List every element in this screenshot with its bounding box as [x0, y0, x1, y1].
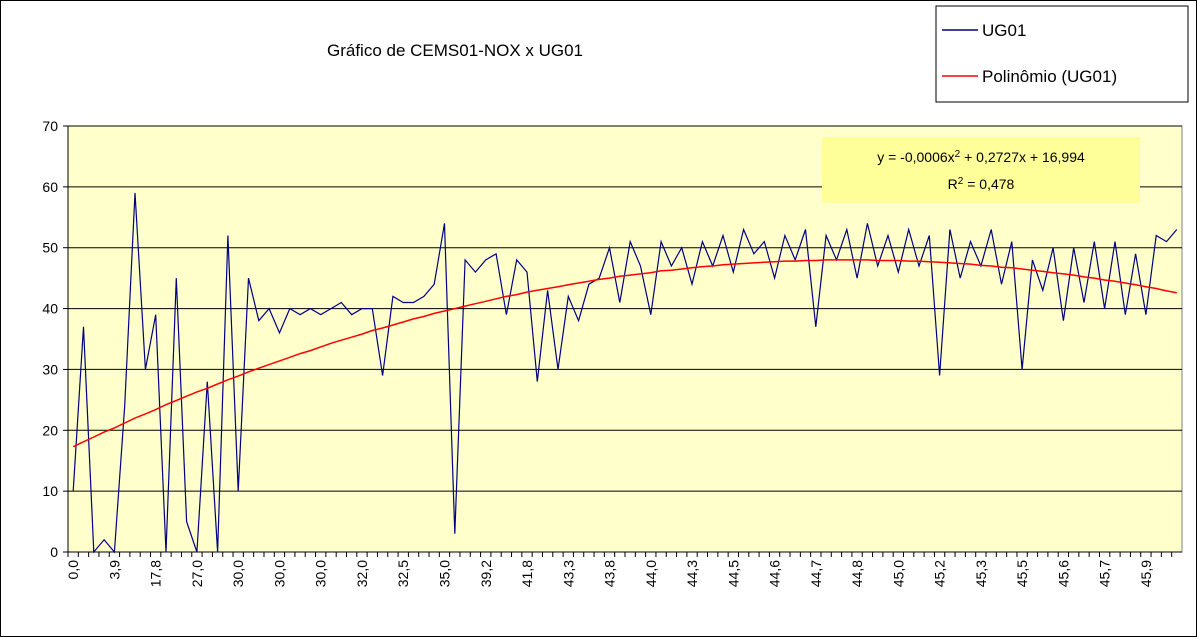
equation-part: 2: [958, 176, 964, 187]
y-tick-label: 50: [42, 240, 58, 256]
equation-part: + 0,2727x + 16,994: [960, 149, 1085, 165]
equation-box: [822, 137, 1140, 203]
equation: y = -0,0006x2 + 0,2727x + 16,994: [877, 149, 1085, 166]
legend-label: UG01: [982, 21, 1026, 40]
x-tick-label: 45,7: [1097, 560, 1113, 587]
x-tick-label: 39,2: [478, 560, 494, 587]
x-tick-label: 44,0: [643, 560, 659, 587]
x-tick-label: 44,7: [808, 560, 824, 587]
x-tick-label: 35,0: [436, 560, 452, 587]
x-tick-label: 45,3: [973, 560, 989, 587]
x-tick-label: 30,0: [230, 560, 246, 587]
x-tick-label: 30,0: [313, 560, 329, 587]
y-tick-label: 20: [42, 422, 58, 438]
x-tick-label: 17,8: [148, 560, 164, 587]
x-tick-label: 44,3: [684, 560, 700, 587]
y-tick-label: 70: [42, 118, 58, 134]
y-tick-label: 40: [42, 301, 58, 317]
x-tick-label: 45,9: [1138, 560, 1154, 587]
equation-part: R: [948, 176, 958, 192]
series-line: [72, 259, 1177, 448]
r-squared: R2 = 0,478: [948, 176, 1015, 193]
x-tick-label: 41,8: [519, 560, 535, 587]
equation-part: 2: [955, 149, 961, 160]
x-tick-label: 44,5: [725, 560, 741, 587]
x-tick-label: 43,3: [560, 560, 576, 587]
x-tick-label: 45,6: [1055, 560, 1071, 587]
y-tick-label: 30: [42, 361, 58, 377]
x-tick-label: 30,0: [271, 560, 287, 587]
x-tick-label: 32,0: [354, 560, 370, 587]
x-tick-label: 44,6: [767, 560, 783, 587]
legend-box: [935, 5, 1189, 103]
chart-title: Gráfico de CEMS01-NOX x UG01: [327, 41, 583, 60]
y-tick-label: 10: [42, 483, 58, 499]
x-tick-label: 44,8: [849, 560, 865, 587]
y-tick-label: 60: [42, 179, 58, 195]
x-tick-label: 45,5: [1014, 560, 1030, 587]
equation-part: = 0,478: [963, 176, 1014, 192]
series-line: [72, 192, 1178, 554]
legend-label: Polinômio (UG01): [982, 67, 1117, 86]
x-tick-label: 27,0: [189, 560, 205, 587]
y-tick-label: 0: [50, 544, 58, 560]
equation-part: y = -0,0006x: [877, 149, 954, 165]
x-tick-label: 32,5: [395, 560, 411, 587]
x-tick-label: 43,8: [602, 560, 618, 587]
x-tick-label: 45,2: [932, 560, 948, 587]
x-tick-label: 45,0: [890, 560, 906, 587]
x-tick-label: 0,0: [65, 560, 81, 580]
x-tick-label: 3,9: [106, 560, 122, 580]
